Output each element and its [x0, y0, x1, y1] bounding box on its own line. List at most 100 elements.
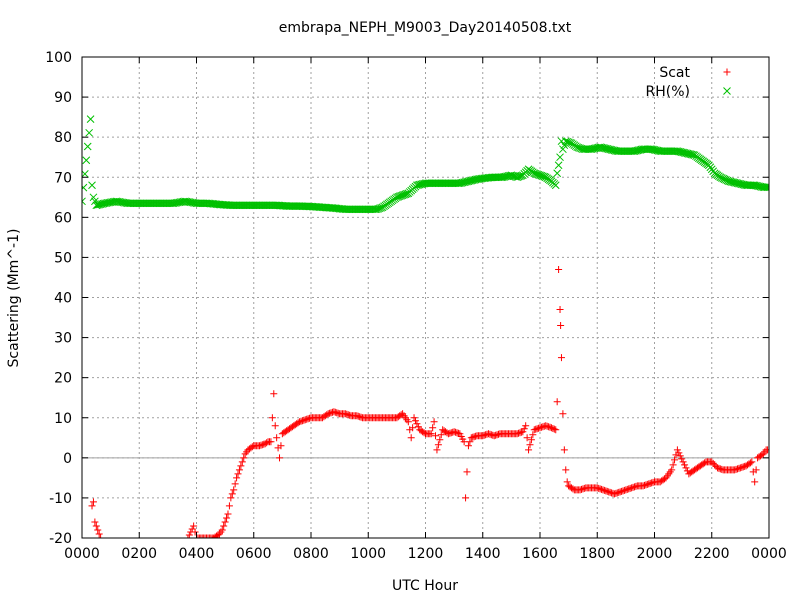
data-point: [734, 465, 742, 473]
data-point: [191, 528, 199, 536]
data-point: [557, 354, 565, 362]
data-point: [304, 415, 312, 423]
data-point: [731, 466, 739, 474]
y-tick-label: 30: [54, 331, 72, 347]
data-point: [545, 423, 553, 431]
data-point: [301, 416, 309, 424]
data-point: [260, 440, 268, 448]
data-point: [525, 446, 533, 454]
data-point: [218, 526, 226, 534]
data-point: [230, 486, 238, 494]
data-point: [514, 172, 523, 181]
data-point: [516, 429, 524, 437]
data-point: [294, 419, 302, 427]
series-rh: [82, 115, 769, 214]
data-point: [453, 429, 461, 437]
data-point: [411, 417, 419, 425]
data-point: [346, 411, 354, 419]
data-point: [208, 534, 216, 538]
data-point: [534, 170, 543, 179]
data-point: [306, 414, 314, 422]
data-point: [595, 484, 603, 492]
x-tick-label: 0000: [751, 546, 787, 562]
y-tick-label: 50: [54, 250, 72, 266]
data-point: [557, 322, 565, 330]
data-point: [356, 413, 364, 421]
data-point: [623, 485, 631, 493]
data-point: [198, 534, 206, 538]
data-point: [606, 488, 614, 496]
data-point: [207, 534, 215, 538]
data-point: [569, 485, 577, 493]
data-point: [493, 431, 501, 439]
data-point: [430, 418, 438, 426]
data-point: [97, 534, 105, 538]
data-point: [467, 434, 475, 442]
data-point: [233, 474, 241, 482]
data-point: [372, 205, 381, 214]
data-point: [560, 446, 568, 454]
data-point: [593, 484, 601, 492]
data-point: [184, 534, 192, 538]
data-point: [646, 479, 654, 487]
data-point: [414, 423, 422, 431]
data-point: [553, 169, 562, 178]
data-point: [494, 430, 502, 438]
data-point: [746, 459, 754, 467]
data-point: [723, 176, 732, 185]
data-point: [296, 418, 304, 426]
data-point: [88, 502, 96, 510]
data-point: [741, 462, 749, 470]
data-point: [517, 428, 525, 436]
data-point: [486, 430, 494, 438]
data-point: [596, 485, 604, 493]
data-point: [437, 431, 445, 439]
data-point: [673, 446, 681, 454]
data-point: [395, 192, 404, 201]
chart-title: embrapa_NEPH_M9003_Day20140508.txt: [279, 20, 572, 36]
data-point: [463, 468, 471, 476]
data-point: [409, 424, 417, 432]
data-point: [523, 434, 531, 442]
data-point: [333, 409, 341, 417]
data-point: [452, 428, 460, 436]
data-point: [543, 422, 551, 430]
data-point: [194, 534, 202, 538]
y-tick-label: 70: [54, 170, 72, 186]
data-point: [434, 441, 442, 449]
data-point: [561, 137, 570, 146]
data-point: [231, 480, 239, 488]
data-point: [479, 432, 487, 440]
data-point: [687, 150, 696, 159]
data-point: [613, 489, 621, 497]
data-point: [546, 423, 554, 431]
data-point: [326, 409, 334, 417]
y-tick-label: 60: [54, 210, 72, 226]
data-point: [556, 306, 564, 314]
data-point: [89, 193, 98, 202]
data-point: [86, 115, 95, 123]
data-point: [515, 429, 523, 437]
data-point: [490, 432, 498, 440]
data-point: [334, 409, 342, 417]
data-point: [629, 483, 637, 491]
data-point: [454, 429, 462, 437]
data-point: [626, 484, 634, 492]
data-point: [639, 482, 647, 490]
data-point: [542, 422, 550, 430]
data-point: [600, 486, 608, 494]
data-point: [574, 143, 583, 152]
data-point: [539, 172, 547, 181]
data-point: [732, 465, 740, 473]
data-point: [88, 181, 96, 190]
data-point: [668, 466, 676, 474]
y-tick-label: 40: [54, 291, 72, 307]
data-point: [642, 481, 650, 489]
y-tick-label: 0: [63, 451, 72, 467]
data-point: [205, 534, 213, 538]
data-point: [268, 414, 276, 422]
data-point: [227, 494, 235, 502]
data-point: [263, 439, 271, 447]
data-point: [91, 197, 99, 206]
data-point: [220, 522, 228, 530]
